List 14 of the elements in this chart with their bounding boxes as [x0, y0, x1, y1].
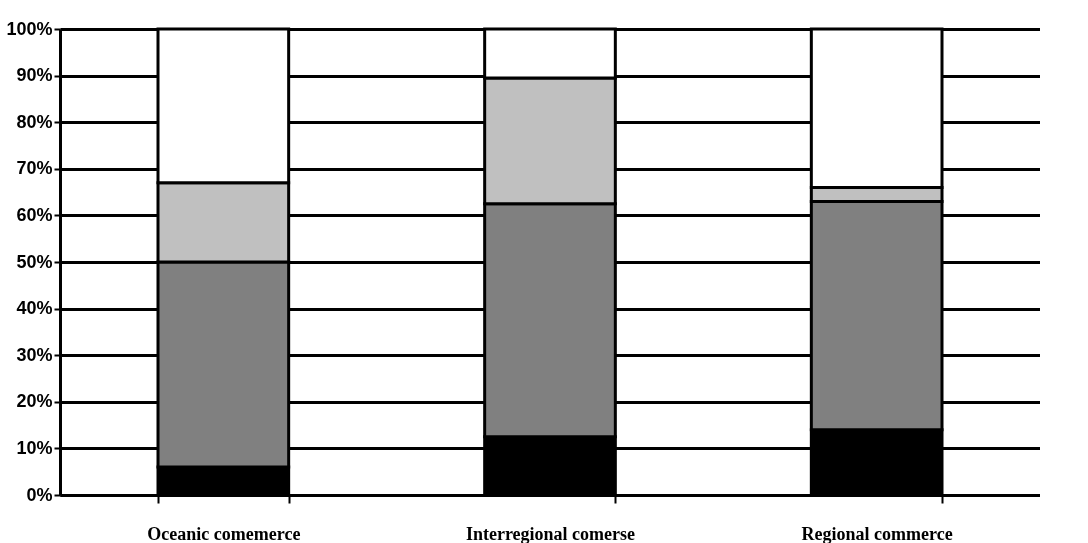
y-tick-label: 30%	[16, 344, 53, 365]
y-tick-label: 70%	[16, 158, 53, 179]
x-tick-label: Oceanic comemerce	[147, 523, 301, 543]
y-tick-label: 60%	[16, 204, 53, 225]
y-tick-label: 100%	[6, 18, 53, 39]
x-tick-label: Regional commerce	[801, 523, 953, 543]
y-tick-label: 80%	[16, 111, 53, 132]
y-tick-label: 10%	[16, 437, 53, 458]
x-tick-label: Interregional comerse	[465, 523, 636, 543]
y-tick-label: 50%	[16, 251, 53, 272]
y-tick-label: 40%	[16, 298, 53, 319]
y-tick-label: 20%	[16, 391, 53, 412]
y-tick-label: 0%	[26, 484, 53, 505]
y-tick-label: 90%	[16, 65, 53, 86]
